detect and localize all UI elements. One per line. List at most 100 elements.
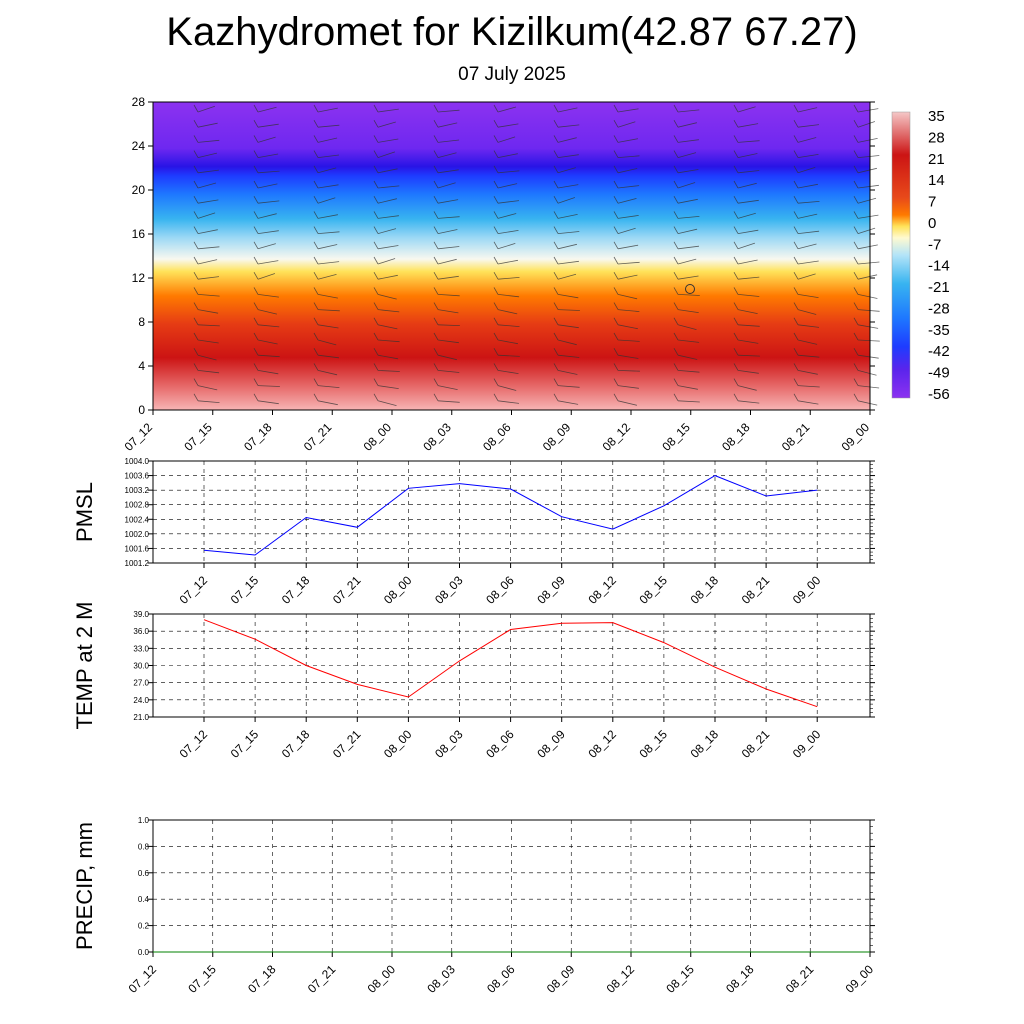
x-tick-label: 08_03 (432, 727, 466, 761)
y-tick-label: 27.0 (133, 679, 149, 688)
wind-barb-shaft (677, 216, 700, 219)
x-tick-label: 07_18 (279, 727, 313, 761)
wind-barb-flag (433, 104, 439, 113)
y-tick-label: 0.0 (138, 948, 150, 957)
x-tick-label: 08_09 (534, 727, 568, 761)
wind-barb-flag (493, 226, 499, 234)
colorbar-label: -49 (928, 365, 950, 382)
wind-barb-shaft (437, 258, 457, 265)
wind-barb-flag (553, 272, 559, 280)
wind-barb-shaft (257, 400, 279, 405)
wind-barb-flag (193, 272, 199, 280)
wind-barb-shaft (797, 124, 820, 128)
wind-barb-shaft (737, 276, 760, 280)
wind-barb-shaft (497, 183, 518, 189)
wind-barb-shaft (797, 324, 820, 328)
wind-barb-flag (853, 135, 859, 143)
wind-barb-flag (253, 180, 259, 189)
wind-barb-shaft (497, 354, 520, 357)
wind-barb-flag (613, 211, 619, 219)
wind-barb-shaft (437, 216, 460, 219)
wind-barb-shaft (497, 277, 520, 280)
heatmap-x-tick-label: 08_12 (600, 420, 634, 454)
wind-barb-flag (313, 378, 319, 386)
wind-barb-shaft (557, 243, 577, 250)
x-tick-label: 07_18 (245, 962, 279, 996)
wind-barb-shaft (677, 385, 698, 390)
wind-barb-shaft (557, 137, 577, 143)
wind-barb-shaft (317, 107, 338, 113)
wind-barb-flag (553, 165, 559, 173)
wind-barb-flag (853, 226, 859, 234)
plot-frame (152, 460, 871, 564)
wind-barb-flag (253, 196, 259, 204)
wind-barb-shaft (197, 212, 216, 219)
wind-barb-shaft (317, 400, 338, 406)
wind-barb-shaft (677, 139, 699, 143)
wind-barb-shaft (737, 140, 760, 143)
wind-barb-shaft (617, 339, 640, 342)
wind-barb-shaft (557, 107, 578, 113)
wind-barb-flag (433, 241, 439, 249)
wind-barb-flag (373, 135, 379, 143)
wind-barb-shaft (437, 109, 460, 113)
wind-barb-shaft (557, 124, 580, 128)
wind-barb-shaft (197, 105, 216, 113)
wind-barb-shaft (557, 214, 578, 219)
wind-barb-flag (493, 256, 499, 265)
wind-barb-shaft (497, 230, 519, 234)
wind-barb-shaft (617, 198, 637, 204)
heatmap-x-tick-label: 08_15 (659, 420, 693, 454)
wind-barb-shaft (677, 109, 700, 113)
wind-barb-flag (313, 317, 319, 325)
wind-barb-flag (673, 211, 679, 219)
wind-barb-flag (733, 165, 739, 173)
wind-barb-shaft (737, 212, 756, 219)
wind-barb-flag (673, 302, 679, 310)
heatmap-y-tick-label: 16 (132, 227, 146, 241)
wind-barb-shaft (737, 106, 756, 113)
heatmap-y-tick-label: 4 (138, 359, 145, 373)
wind-barb-shaft (497, 309, 518, 315)
colorbar-label: 0 (928, 215, 936, 232)
wind-barb-flag (733, 256, 739, 265)
wind-barb-flag (313, 180, 319, 189)
x-tick-label: 08_21 (739, 727, 773, 761)
wind-barb-flag (853, 317, 859, 325)
x-tick-label: 08_21 (739, 573, 773, 607)
wind-barb-shaft (197, 294, 220, 297)
wind-barb-shaft (437, 309, 459, 314)
wind-barb-flag (613, 135, 619, 143)
wind-barb-flag (613, 226, 619, 234)
wind-barb-shaft (677, 152, 697, 158)
wind-barb-flag (613, 180, 619, 189)
wind-barb-shaft (857, 400, 878, 406)
wind-barb-flag (193, 211, 199, 219)
wind-barb-shaft (377, 258, 396, 265)
wind-barb-shaft (677, 324, 697, 330)
wind-barb-shaft (197, 400, 220, 403)
wind-barb-shaft (437, 324, 460, 326)
wind-barb-flag (793, 287, 799, 295)
wind-barb-shaft (197, 152, 217, 158)
wind-barb-shaft (497, 170, 520, 174)
wind-barb-flag (493, 104, 499, 113)
colorbar-label: -14 (928, 258, 950, 275)
wind-barb-flag (793, 363, 799, 371)
wind-barb-flag (313, 150, 319, 158)
wind-barb-flag (433, 302, 439, 310)
wind-barb-shaft (317, 154, 340, 158)
wind-barb-shaft (497, 259, 518, 265)
x-tick-label: 09_00 (790, 727, 824, 761)
wind-barb-shaft (497, 213, 517, 219)
wind-barb-flag (673, 180, 679, 189)
x-tick-label: 08_12 (585, 573, 619, 607)
wind-barb-flag (193, 150, 199, 158)
wind-barb-shaft (317, 167, 337, 174)
wind-barb-flag (373, 378, 379, 386)
heatmap-y-tick-label: 0 (138, 403, 145, 417)
wind-barb-flag (793, 120, 799, 128)
wind-barb-shaft (377, 400, 397, 406)
wind-barb-flag (313, 120, 319, 128)
wind-barb-shaft (797, 183, 818, 189)
